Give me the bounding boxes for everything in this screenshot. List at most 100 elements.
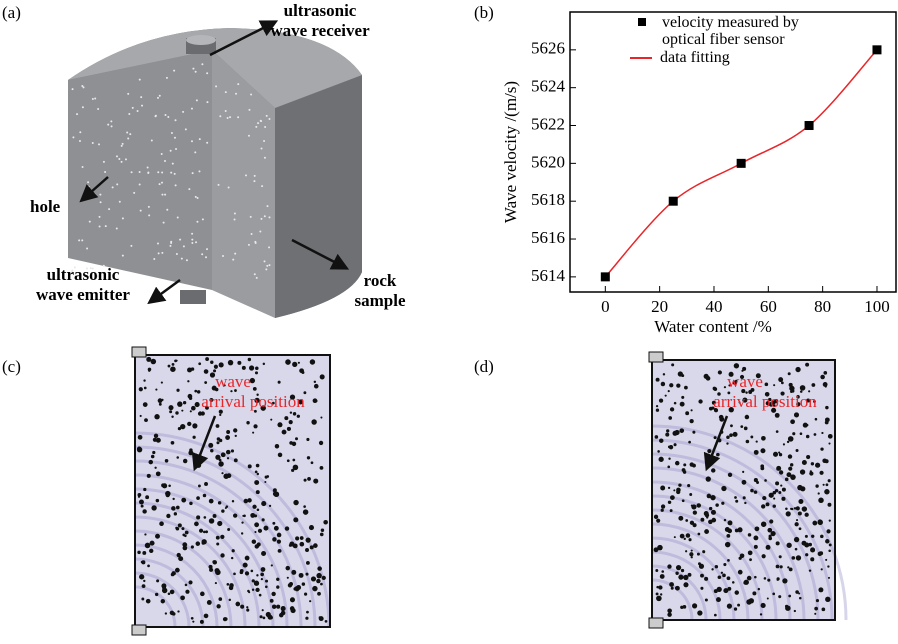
hole-dot — [206, 101, 208, 103]
hole-dot — [320, 533, 324, 537]
hole-dot — [661, 570, 664, 573]
hole-dot — [139, 79, 141, 81]
hole-dot — [734, 496, 737, 499]
hole-dot — [225, 507, 227, 509]
hole-dot — [303, 505, 306, 508]
hole-dot — [270, 599, 274, 603]
hole-dot — [88, 186, 90, 188]
hole-dot — [234, 253, 236, 255]
hole-dot — [104, 171, 106, 173]
hole-dot — [237, 116, 239, 118]
hole-dot — [241, 532, 243, 534]
hole-dot — [171, 132, 173, 134]
hole-dot — [191, 367, 194, 370]
hole-dot — [672, 431, 677, 436]
hole-dot — [147, 166, 149, 168]
hole-dot — [323, 520, 328, 525]
y-tick-label: 5620 — [531, 152, 565, 171]
hole-dot — [171, 506, 176, 511]
hole-dot — [292, 362, 297, 367]
hole-dot — [673, 489, 675, 491]
hole-dot — [702, 550, 705, 553]
hole-dot — [261, 551, 266, 556]
hole-dot — [776, 430, 779, 433]
hole-dot — [670, 407, 674, 411]
hole-dot — [676, 383, 680, 387]
hole-dot — [204, 516, 207, 519]
hole-dot — [228, 360, 233, 365]
hole-dot — [181, 527, 184, 530]
hole-dot — [103, 161, 105, 163]
hole-dot — [295, 536, 299, 540]
hole-dot — [788, 436, 794, 442]
legend: velocity measured by optical fiber senso… — [630, 14, 817, 67]
diagram-label: rock — [364, 271, 397, 290]
hole-dot — [194, 151, 196, 153]
hole-dot — [746, 440, 750, 444]
hole-dot — [734, 607, 737, 610]
hole-dot — [265, 268, 267, 270]
hole-dot — [277, 533, 282, 538]
hole-dot — [159, 95, 161, 97]
transducer — [649, 352, 663, 362]
hole-dot — [151, 140, 153, 142]
hole-dot — [311, 461, 314, 464]
hole-dot — [196, 99, 198, 101]
hole-dot — [828, 503, 832, 507]
hole-dot — [816, 599, 819, 602]
hole-dot — [678, 575, 683, 580]
hole-dot — [205, 357, 209, 361]
hole-dot — [273, 488, 277, 492]
hole-dot — [683, 463, 686, 466]
hole-dot — [171, 416, 173, 418]
hole-dot — [682, 499, 685, 502]
hole-dot — [260, 573, 264, 577]
hole-dot — [139, 171, 141, 173]
y-tick-label: 5622 — [531, 114, 565, 133]
hole-dot — [268, 216, 270, 218]
hole-dot — [186, 259, 188, 261]
hole-dot — [773, 498, 775, 500]
hole-dot — [780, 484, 782, 486]
hole-dot — [146, 357, 151, 362]
hole-dot — [191, 233, 193, 235]
hole-dot — [133, 192, 135, 194]
hole-dot — [232, 259, 234, 261]
hole-dot — [800, 385, 806, 391]
hole-dot — [764, 577, 767, 580]
hole-dot — [754, 545, 758, 549]
annotation: arrival position — [713, 392, 817, 411]
hole-dot — [658, 585, 662, 589]
hole-dot — [761, 504, 765, 508]
hole-dot — [689, 552, 693, 556]
hole-dot — [796, 555, 801, 560]
hole-dot — [726, 435, 730, 439]
hole-dot — [200, 620, 204, 624]
hole-dot — [187, 380, 189, 382]
legend-entry: data fitting — [630, 49, 817, 66]
hole-dot — [180, 595, 185, 600]
hole-dot — [138, 496, 140, 498]
hole-dot — [325, 620, 328, 623]
hole-dot — [656, 405, 658, 407]
hole-dot — [762, 496, 766, 500]
figure: (a) (b) (c) (d) ultrasonicwave receiverh… — [0, 0, 898, 639]
hole-dot — [72, 88, 74, 90]
hole-dot — [255, 126, 257, 128]
hole-dot — [241, 521, 243, 523]
hole-dot — [227, 528, 230, 531]
hole-dot — [246, 606, 248, 608]
hole-dot — [197, 390, 200, 393]
hole-dot — [823, 484, 825, 486]
hole-dot — [796, 519, 798, 521]
hole-dot — [264, 215, 266, 217]
hole-dot — [139, 184, 141, 186]
hole-dot — [161, 182, 163, 184]
hole-dot — [812, 521, 817, 526]
hole-dot — [192, 68, 194, 70]
hole-dot — [715, 503, 718, 506]
hole-dot — [227, 583, 230, 586]
hole-dot — [820, 448, 823, 451]
hole-dot — [137, 551, 140, 554]
hole-dot — [657, 450, 660, 453]
